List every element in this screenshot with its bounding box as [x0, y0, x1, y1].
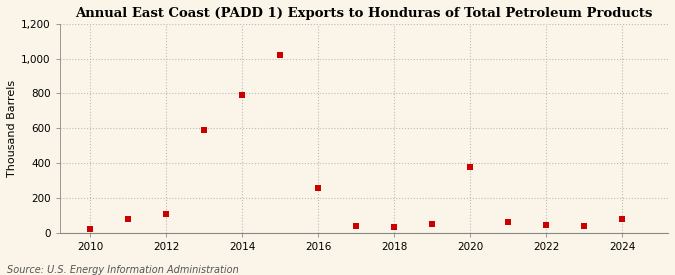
Text: Source: U.S. Energy Information Administration: Source: U.S. Energy Information Administ… [7, 265, 238, 275]
Point [389, 225, 400, 230]
Point [617, 217, 628, 222]
Point [161, 212, 171, 216]
Point [579, 224, 590, 229]
Point [275, 53, 286, 57]
Y-axis label: Thousand Barrels: Thousand Barrels [7, 80, 17, 177]
Point [123, 217, 134, 222]
Point [503, 220, 514, 224]
Point [541, 222, 551, 227]
Point [351, 224, 362, 229]
Point [199, 128, 210, 132]
Point [427, 222, 438, 226]
Point [237, 93, 248, 97]
Point [85, 227, 96, 231]
Point [465, 165, 476, 169]
Title: Annual East Coast (PADD 1) Exports to Honduras of Total Petroleum Products: Annual East Coast (PADD 1) Exports to Ho… [75, 7, 653, 20]
Point [313, 186, 324, 190]
